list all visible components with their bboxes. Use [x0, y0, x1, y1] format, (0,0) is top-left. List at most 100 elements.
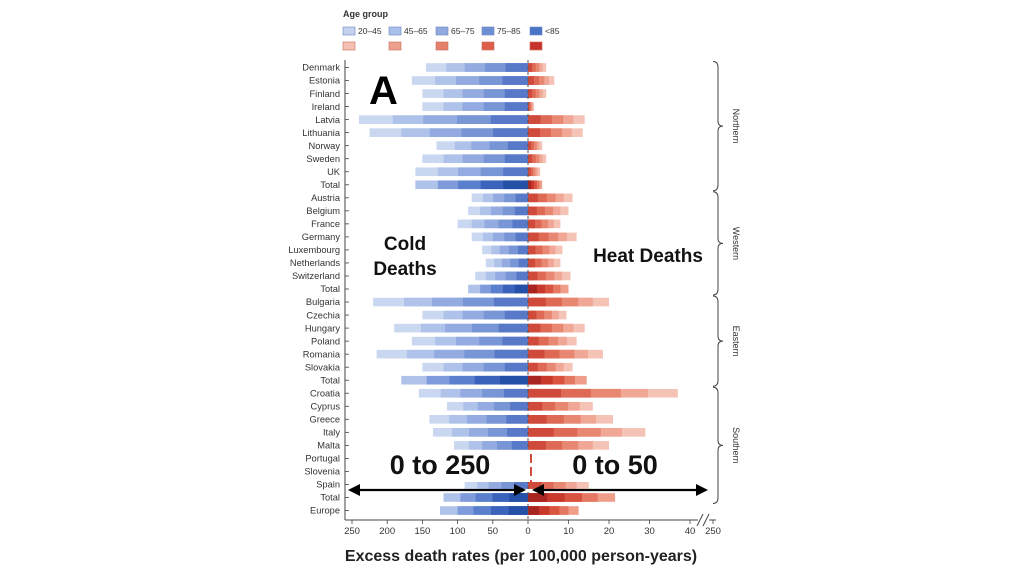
heat-bar-latvia: [528, 115, 541, 124]
cold-bar-france: [512, 219, 528, 229]
heat-bar-romania: [528, 349, 545, 359]
heat-range-bg: [532, 450, 692, 482]
legend-heat-swatch: [529, 41, 543, 51]
cold-bar-europe: [508, 506, 528, 515]
heat-range-label: 0 to 50: [572, 450, 658, 480]
cold-bar-austria: [515, 193, 528, 203]
country-label: Czechia: [306, 310, 340, 320]
country-label: Romania: [303, 349, 341, 359]
cold-bar-total: [503, 180, 528, 190]
country-label: Bulgaria: [306, 297, 341, 307]
x-tick-label: 200: [379, 526, 395, 537]
heat-bar-czechia: [528, 310, 537, 320]
heat-bar-croatia: [528, 388, 561, 398]
heat-bar-greece: [528, 415, 547, 424]
legend-title: Age group: [343, 9, 388, 19]
legend: Age group 20–45 45–65 65–75 75–85 <85: [342, 9, 560, 51]
heat-bar-malta: [528, 441, 546, 450]
heat-bar-norway: [528, 141, 532, 150]
heat-bar-france: [528, 219, 536, 229]
region-braces: Northern Western Eastern Southern: [712, 61, 741, 504]
heat-bar-finland: [528, 89, 533, 98]
cold-bar-latvia: [490, 115, 528, 124]
region-label: Eastern: [731, 326, 741, 357]
cold-label-line2: Deaths: [373, 259, 436, 280]
country-label: Luxembourg: [288, 245, 340, 255]
cold-bar-total: [514, 284, 528, 294]
region-label: Southern: [731, 427, 741, 464]
country-label: Norway: [308, 141, 340, 151]
heat-bar-total: [528, 180, 532, 190]
country-label: Finland: [310, 89, 341, 99]
x-axis-label: Excess death rates (per 100,000 person-y…: [345, 548, 697, 565]
cold-bar-malta: [511, 441, 528, 450]
country-label: UK: [327, 167, 341, 177]
x-tick-label: 20: [604, 526, 615, 537]
cold-bar-estonia: [502, 76, 528, 85]
heat-bar-total: [528, 493, 548, 502]
legend-cold-swatch: [529, 26, 543, 36]
cold-bar-spain: [514, 480, 528, 489]
legend-heat-swatch: [435, 41, 449, 51]
region-brace: [712, 61, 724, 192]
cold-bar-switzerland: [516, 271, 528, 281]
x-ticks: 250 200 150 100 50 0 10 20 30 40 250: [344, 520, 721, 537]
heat-bar-luxembourg: [528, 245, 536, 255]
region-label: Western: [731, 227, 741, 260]
legend-label: 75–85: [497, 26, 521, 36]
cold-bar-luxembourg: [517, 245, 528, 255]
y-ticks: [345, 67, 349, 511]
heat-range-arrow: [532, 484, 708, 496]
country-label: Total: [320, 493, 340, 503]
heat-bar-cyprus: [528, 401, 543, 411]
cold-range-label: 0 to 250: [390, 450, 491, 480]
x-tick-label: 100: [450, 526, 466, 537]
country-label: Sweden: [306, 154, 340, 164]
country-label: France: [311, 219, 340, 229]
heat-bar-europe: [528, 506, 540, 515]
heat-bar-austria: [528, 193, 538, 203]
legend-heat-swatch: [342, 41, 356, 51]
country-label: Portugal: [305, 454, 340, 464]
heat-bar-estonia: [528, 76, 534, 85]
heat-bar-slovakia: [528, 362, 538, 372]
cold-bar-croatia: [503, 388, 528, 398]
country-label: Spain: [316, 480, 340, 490]
cold-bar-uk: [503, 167, 528, 177]
country-label: Slovenia: [304, 467, 340, 477]
legend-heat-swatch: [388, 41, 402, 51]
country-label: Malta: [317, 441, 341, 451]
legend-label: 65–75: [451, 26, 475, 36]
cold-bar-finland: [504, 89, 528, 98]
country-label: Greece: [310, 415, 341, 425]
region-brace: [712, 386, 724, 504]
country-label: Latvia: [315, 115, 341, 125]
legend-label: <85: [545, 26, 560, 36]
heat-bar-switzerland: [528, 271, 538, 281]
country-label: Slovakia: [305, 362, 341, 372]
country-label: Croatia: [310, 388, 341, 398]
country-label: Poland: [311, 336, 340, 346]
heat-bar-total: [528, 375, 541, 385]
cold-bar-belgium: [514, 206, 528, 216]
cold-bar-norway: [507, 141, 528, 150]
country-label: Hungary: [305, 323, 340, 333]
cold-bar-germany: [515, 232, 528, 242]
x-tick-label: 10: [563, 526, 574, 537]
country-label: Belgium: [306, 206, 340, 216]
legend-items: 20–45 45–65 65–75 75–85 <85: [342, 26, 560, 51]
legend-cold-swatch: [481, 26, 495, 36]
country-label: Denmark: [302, 63, 340, 73]
cold-bar-lithuania: [493, 128, 528, 137]
cold-bar-czechia: [504, 310, 528, 320]
heat-bar-netherlands: [528, 258, 536, 268]
heat-bar-hungary: [528, 323, 541, 333]
heat-bar-sweden: [528, 154, 533, 164]
heat-bar-total: [528, 284, 537, 294]
x-tick-label: 30: [644, 526, 655, 537]
heat-label: Heat Deaths: [593, 246, 703, 267]
x-tick-label: 0: [525, 526, 530, 537]
heat-bar-belgium: [528, 206, 537, 216]
cold-range-arrow: [348, 484, 526, 496]
cold-bar-cyprus: [510, 401, 528, 411]
